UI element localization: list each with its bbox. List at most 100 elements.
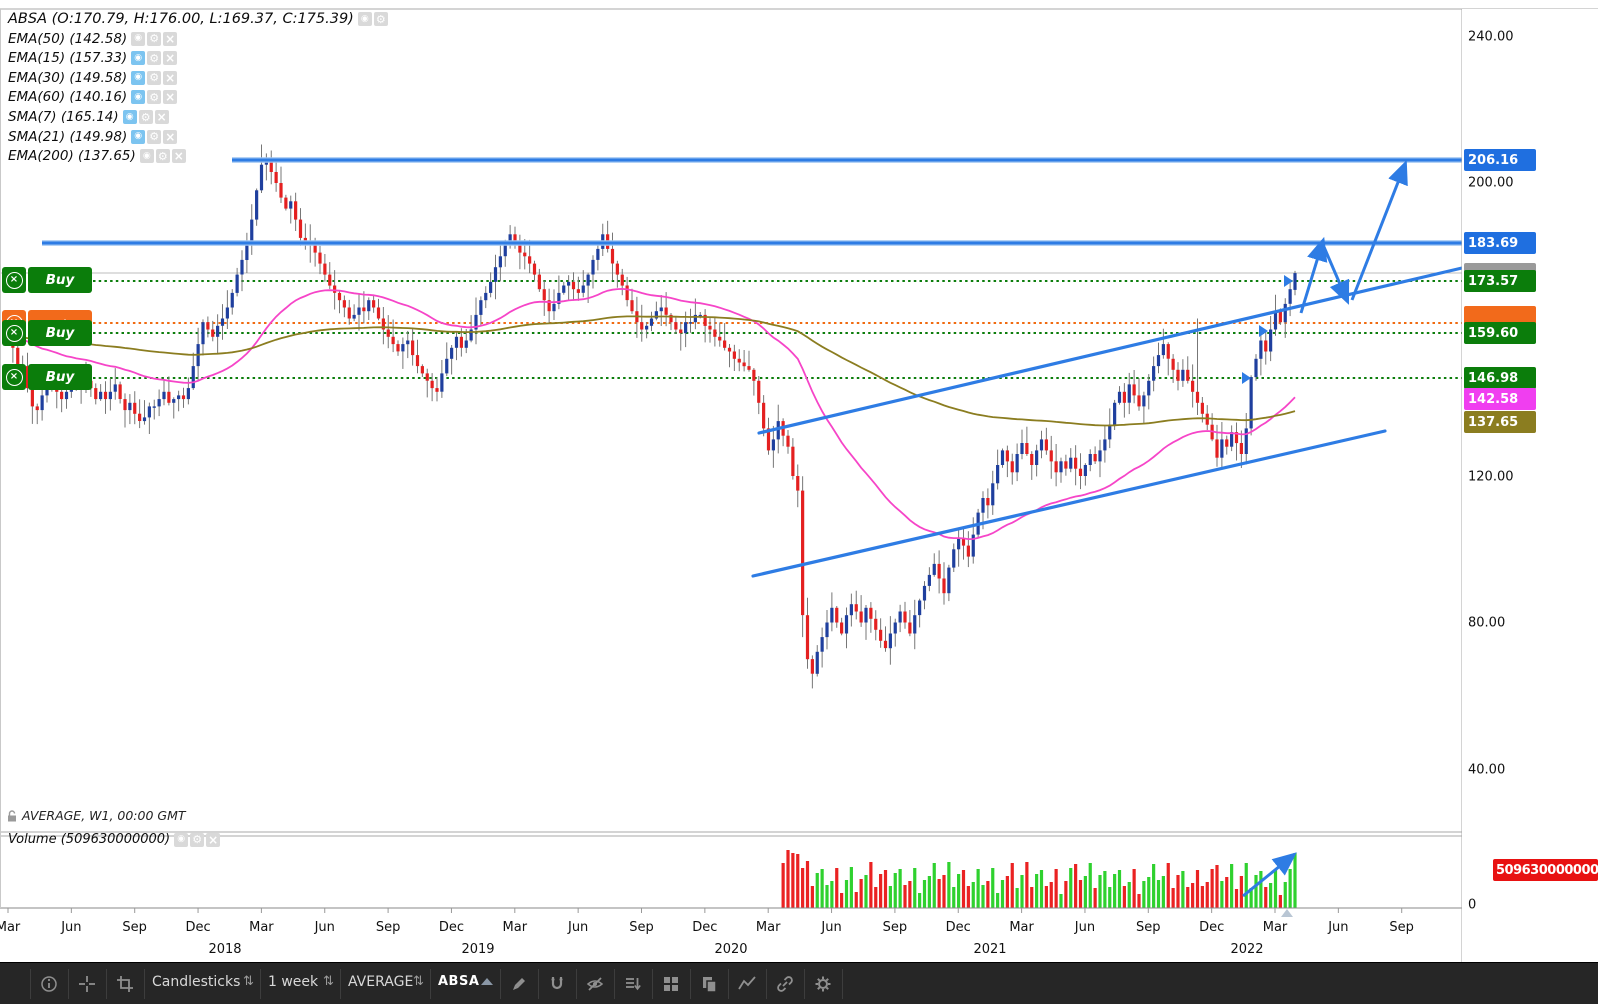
gear-icon[interactable]: ⚙ [147,51,162,66]
dropdown-average[interactable]: AVERAGE [348,974,414,990]
stepper-icon[interactable]: ⇅ [243,974,254,989]
month-label: Mar [249,920,274,935]
eye-icon[interactable]: ◉ [131,90,146,105]
buy-button[interactable]: Buy [28,364,92,390]
copy-pages-icon[interactable] [700,975,718,997]
close-icon[interactable]: × [163,90,178,105]
toolbar-separator [106,969,107,999]
indicator-label: EMA(60) (140.16) [8,89,128,106]
magnet-icon[interactable] [548,975,566,997]
symbol-ohlc-row: ABSA (O:170.79, H:176.00, L:169.37, C:17… [8,10,388,28]
toolbar-separator [728,969,729,999]
year-label: 2020 [714,942,748,957]
status-line: AVERAGE, W1, 00:00 GMT [8,808,186,823]
buy-order-row: × Buy [2,364,92,390]
axis-tick-label: 0 [1468,897,1477,913]
status-text: AVERAGE, W1, 00:00 GMT [22,808,186,823]
eye-icon[interactable]: ◉ [357,12,372,26]
close-icon[interactable]: × [163,51,178,66]
close-icon[interactable]: × [171,149,186,164]
price-axis-panel[interactable]: 240.00 200.00 120.00 80.00 40.00 0 206.16 183.6… [1462,9,1598,962]
close-icon[interactable]: × [163,31,178,46]
indicator-label: EMA(15) (157.33) [8,50,128,67]
eye-off-icon[interactable] [586,975,604,997]
year-label: 2019 [461,942,495,957]
gear-icon[interactable]: ⚙ [147,70,162,85]
indicator-row: EMA(15) (157.33) ◉ ⚙ × [8,49,178,67]
gear-icon[interactable]: ⚙ [373,12,388,26]
toolbar-separator [538,969,539,999]
buy-button[interactable]: Buy [28,267,92,293]
eye-icon[interactable]: ◉ [122,110,137,124]
symbol-ohlc-label: ABSA (O:170.79, H:176.00, L:169.37, C:17… [8,11,354,27]
gear-icon[interactable]: ⚙ [138,110,153,124]
crosshair-icon[interactable] [78,975,96,997]
close-icon[interactable]: × [206,832,221,847]
month-label: Jun [61,920,82,935]
price-level-badge: 146.98 [1464,367,1536,389]
link-icon[interactable] [776,975,794,997]
toolbar-separator [340,969,341,999]
month-label: Sep [1389,920,1414,935]
eye-icon[interactable]: ◉ [139,149,154,164]
price-level-badge: 173.57 [1464,270,1536,292]
cancel-order-icon[interactable]: × [2,267,26,293]
symbol-button[interactable]: ABSA [438,974,480,989]
toolbar-separator [690,969,691,999]
month-label: Mar [1262,920,1288,935]
toolbar-separator [842,969,843,999]
eye-icon[interactable]: ◉ [131,70,146,85]
info-circle-icon[interactable] [40,975,58,997]
close-icon[interactable]: × [154,110,169,124]
close-icon[interactable]: × [163,70,178,85]
month-label: Jun [1328,920,1349,935]
month-label: Mar [1009,920,1034,935]
eye-icon[interactable]: ◉ [174,832,189,847]
axis-tick-label: 240.00 [1468,29,1514,45]
eye-icon[interactable]: ◉ [131,31,146,46]
gear-icon[interactable]: ⚙ [147,90,162,105]
sort-list-icon[interactable] [624,975,642,997]
price-level-badge: 142.58 [1464,388,1536,410]
gear-icon[interactable]: ⚙ [147,31,162,46]
caret-up-icon[interactable] [481,978,493,985]
toolbar-separator [576,969,577,999]
axis-tick-label: 120.00 [1468,469,1514,485]
indicator-row: SMA(7) (165.14) ◉ ⚙ × [8,108,169,126]
eye-icon[interactable]: ◉ [131,129,146,144]
dropdown-candlesticks[interactable]: Candlesticks [152,974,241,990]
month-label: Jun [821,920,842,935]
toolbar-separator [68,969,69,999]
toolbar-separator [144,969,145,999]
close-icon[interactable]: × [163,129,178,144]
year-label: 2022 [1230,942,1264,957]
pencil-icon[interactable] [510,975,528,997]
grid-icon[interactable] [662,975,680,997]
dropdown-1-week[interactable]: 1 week [268,974,319,990]
indicator-label: SMA(7) (165.14) [8,109,119,125]
crop-icon[interactable] [116,975,134,997]
month-label: Sep [882,920,908,935]
toolbar-separator [614,969,615,999]
month-label: Mar [755,920,781,935]
month-label: Jun [1074,920,1096,935]
stepper-icon[interactable]: ⇅ [413,974,424,989]
axis-tick-label: 40.00 [1468,762,1506,778]
gear-icon[interactable] [814,975,832,997]
cancel-order-icon[interactable]: × [2,364,26,390]
indicator-label: EMA(30) (149.58) [8,69,128,86]
zigzag-icon[interactable] [738,975,756,997]
month-label: Dec [438,920,465,935]
month-label: Sep [375,920,401,935]
gear-icon[interactable]: ⚙ [155,149,170,164]
stepper-icon[interactable]: ⇅ [323,974,334,989]
eye-icon[interactable]: ◉ [131,51,146,66]
gear-icon[interactable]: ⚙ [147,129,162,144]
month-label: Jun [567,920,589,935]
gear-icon[interactable]: ⚙ [190,832,205,847]
buy-button[interactable]: Buy [28,320,92,346]
month-label: Mar [502,920,528,935]
price-level-badge: 159.60 [1464,322,1536,344]
cancel-order-icon[interactable]: × [2,320,26,346]
